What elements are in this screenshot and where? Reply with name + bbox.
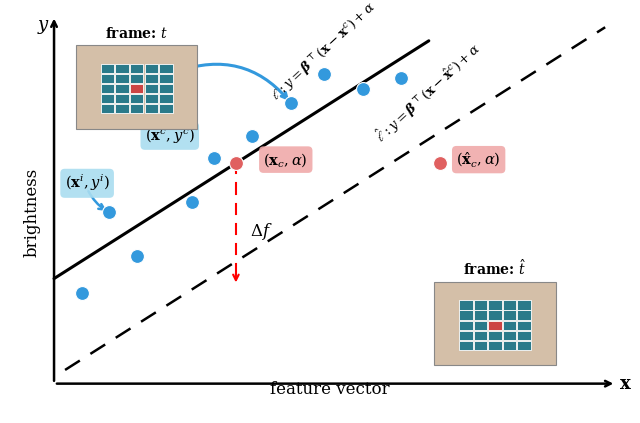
Bar [503, 341, 516, 350]
Bar [459, 310, 472, 320]
Bar [101, 84, 115, 93]
Bar [159, 104, 173, 113]
Bar [474, 300, 487, 310]
Bar [474, 321, 487, 330]
Text: feature vector: feature vector [270, 381, 389, 398]
Bar [115, 104, 129, 113]
Bar [459, 341, 472, 350]
Bar [459, 331, 472, 340]
Text: $\mathbf{x}$: $\mathbf{x}$ [619, 375, 632, 393]
Bar [159, 74, 173, 83]
Bar [517, 310, 531, 320]
Text: $(\mathbf{x}_c, \alpha)$: $(\mathbf{x}_c, \alpha)$ [264, 151, 308, 168]
Bar [101, 74, 115, 83]
Bar [503, 310, 516, 320]
Bar [159, 84, 173, 93]
Bar [145, 74, 158, 83]
Text: frame: $\hat{t}$: frame: $\hat{t}$ [463, 258, 527, 278]
Text: $(\hat{\mathbf{x}}_c, \alpha)$: $(\hat{\mathbf{x}}_c, \alpha)$ [456, 150, 501, 169]
Bar [517, 321, 531, 330]
Bar [488, 331, 502, 340]
Bar [115, 64, 129, 73]
Bar [115, 74, 129, 83]
Text: $\ell: y=\boldsymbol{\beta}^\top(\mathbf{x}-\mathbf{x}^c)+\alpha$: $\ell: y=\boldsymbol{\beta}^\top(\mathbf… [268, 0, 380, 105]
Text: frame: $t$: frame: $t$ [105, 26, 168, 41]
Bar [459, 300, 472, 310]
Bar [130, 104, 143, 113]
Bar [503, 331, 516, 340]
Bar [145, 64, 158, 73]
Text: brightness: brightness [24, 168, 40, 257]
Bar [459, 321, 472, 330]
Text: $\Delta f$: $\Delta f$ [250, 221, 272, 242]
Bar [130, 64, 143, 73]
Bar [474, 331, 487, 340]
Bar [130, 74, 143, 83]
Bar [101, 64, 115, 73]
Bar [503, 300, 516, 310]
Text: $y$: $y$ [36, 18, 49, 36]
Bar [474, 341, 487, 350]
Bar [145, 94, 158, 103]
Bar [115, 94, 129, 103]
Bar [76, 45, 197, 129]
Bar [101, 94, 115, 103]
Bar [435, 282, 556, 365]
Bar [130, 94, 143, 103]
Bar [145, 84, 158, 93]
Bar [159, 94, 173, 103]
Bar [488, 300, 502, 310]
Bar [145, 104, 158, 113]
Bar [517, 341, 531, 350]
Bar [159, 64, 173, 73]
Bar [130, 84, 143, 93]
Bar [474, 310, 487, 320]
Text: $\hat{\ell}: y=\boldsymbol{\beta}^\top(\mathbf{x}-\hat{\mathbf{x}}^c)+\alpha$: $\hat{\ell}: y=\boldsymbol{\beta}^\top(\… [371, 38, 485, 147]
Bar [101, 104, 115, 113]
Text: $(\mathbf{x}^i, y^i)$: $(\mathbf{x}^i, y^i)$ [65, 173, 109, 193]
Bar [517, 331, 531, 340]
Bar [517, 300, 531, 310]
Bar [503, 321, 516, 330]
Bar [115, 84, 129, 93]
Bar [488, 321, 502, 330]
Text: $(\mathbf{x}^c, y^c)$: $(\mathbf{x}^c, y^c)$ [145, 126, 195, 146]
Bar [488, 341, 502, 350]
Bar [488, 310, 502, 320]
